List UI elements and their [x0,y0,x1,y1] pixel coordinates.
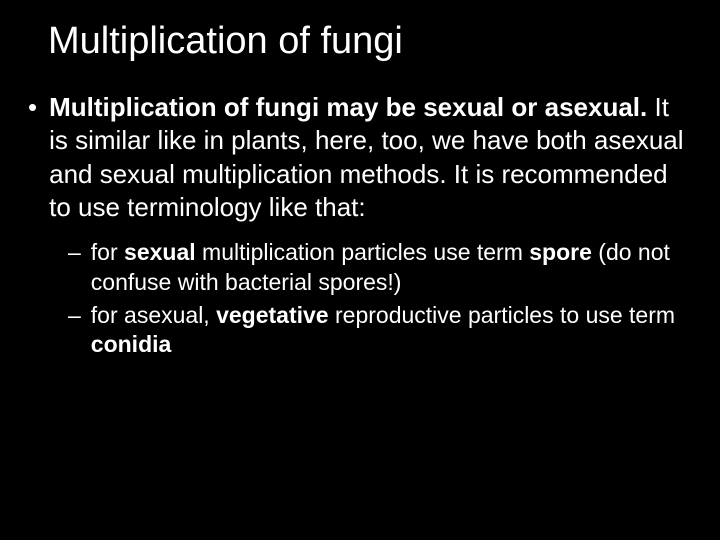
sub-text-bold: spore [529,239,592,265]
slide: Multiplication of fungi • Multiplication… [0,0,720,540]
bullet-icon: • [28,91,37,224]
sub-bullet: – for asexual, vegetative reproductive p… [68,301,690,360]
sub-text-bold: sexual [124,239,196,265]
sub-text-part: for [91,239,124,265]
sub-text-part: reproductive particles to use term [329,302,675,328]
sub-bullet-text: for sexual multiplication particles use … [91,238,690,297]
main-bullet-bold: Multiplication of fungi may be sexual or… [49,92,654,122]
main-bullet: • Multiplication of fungi may be sexual … [28,91,690,224]
main-bullet-text: Multiplication of fungi may be sexual or… [49,91,690,224]
sub-bullet: – for sexual multiplication particles us… [68,238,690,297]
sub-text-bold: conidia [91,331,172,357]
sub-list: – for sexual multiplication particles us… [68,238,690,360]
sub-text-part: multiplication particles use term [196,239,530,265]
dash-icon: – [68,301,81,360]
dash-icon: – [68,238,81,297]
sub-text-part: for asexual, [91,302,216,328]
sub-bullet-text: for asexual, vegetative reproductive par… [91,301,690,360]
sub-text-bold: vegetative [216,302,329,328]
slide-title: Multiplication of fungi [48,20,690,63]
